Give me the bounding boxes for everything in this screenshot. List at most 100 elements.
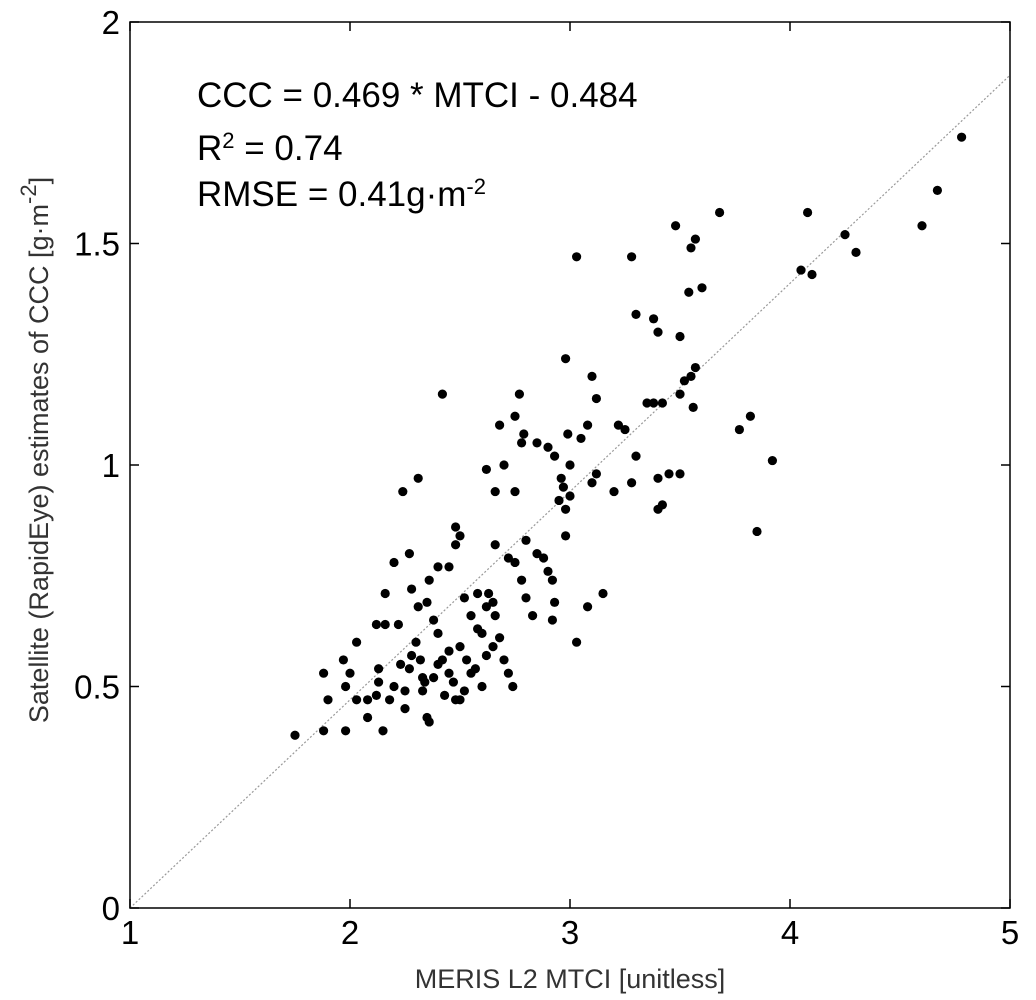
data-point — [851, 247, 861, 257]
data-point — [404, 549, 414, 559]
data-point — [429, 673, 439, 683]
data-point — [433, 628, 443, 638]
data-points — [290, 132, 967, 740]
data-point — [572, 252, 582, 262]
data-point — [418, 686, 428, 696]
data-point — [451, 540, 461, 550]
data-point — [440, 690, 450, 700]
data-point — [642, 398, 652, 408]
data-point — [495, 633, 505, 643]
data-point — [583, 602, 593, 612]
y-axis-label-end: ] — [24, 177, 54, 185]
data-point — [363, 695, 373, 705]
data-point — [547, 615, 558, 625]
data-point — [429, 615, 439, 625]
data-point — [664, 469, 674, 479]
data-point — [319, 726, 329, 736]
data-point — [675, 331, 685, 342]
data-point — [686, 243, 696, 253]
data-point — [396, 659, 406, 669]
data-point — [413, 602, 423, 612]
x-tick-label: 1 — [121, 914, 139, 951]
data-point — [745, 411, 756, 421]
data-point — [840, 230, 850, 240]
data-point — [437, 655, 447, 665]
data-point — [484, 588, 494, 599]
r-squared-annotation: R2 = 0.74 — [197, 128, 343, 169]
data-point — [561, 354, 571, 364]
data-point — [620, 424, 630, 435]
data-point — [752, 526, 762, 537]
data-point — [462, 655, 472, 665]
data-point — [407, 584, 417, 594]
data-point — [684, 287, 694, 297]
data-point — [393, 619, 403, 630]
y-tick-label: 2 — [102, 4, 120, 41]
data-point — [341, 726, 351, 736]
data-point — [591, 393, 602, 404]
data-point — [473, 588, 483, 599]
data-point — [550, 597, 560, 607]
data-point — [591, 469, 602, 479]
data-point — [455, 642, 465, 652]
data-point — [389, 557, 399, 568]
data-point — [521, 593, 531, 603]
x-axis-label: MERIS L2 MTCI [unitless] — [415, 964, 726, 994]
data-point — [433, 562, 443, 572]
data-point — [437, 389, 447, 399]
data-point — [556, 473, 566, 483]
data-point — [690, 234, 701, 244]
data-point — [374, 664, 384, 674]
data-point — [451, 522, 461, 532]
y-tick-label: 0 — [102, 890, 120, 927]
data-point — [510, 486, 520, 497]
data-point — [323, 695, 333, 705]
data-point — [803, 207, 813, 218]
data-point — [957, 132, 967, 142]
data-point — [338, 655, 348, 665]
data-point — [371, 690, 381, 700]
data-point — [598, 588, 608, 599]
data-point — [653, 504, 663, 514]
data-point — [565, 460, 575, 470]
data-point — [671, 221, 681, 231]
data-point — [653, 473, 663, 483]
data-point — [503, 553, 513, 563]
data-point — [413, 473, 423, 483]
axis-ticks — [129, 21, 1011, 909]
data-point — [807, 269, 817, 280]
rmse-prefix: RMSE = 0.41g·m — [197, 175, 466, 214]
data-point — [404, 664, 414, 674]
data-point — [627, 478, 637, 488]
data-point — [407, 650, 417, 661]
data-point — [734, 424, 745, 435]
data-point — [495, 420, 505, 430]
rmse-sup: -2 — [466, 174, 486, 199]
data-point — [448, 677, 458, 687]
data-point — [481, 464, 491, 475]
data-point — [424, 717, 434, 727]
data-point — [517, 438, 527, 448]
data-point — [517, 575, 527, 585]
data-point — [697, 283, 707, 293]
y-axis-label: Satellite (RapidEye) estimates of CCC [g… — [16, 177, 55, 723]
data-point — [488, 597, 498, 607]
data-point — [374, 677, 384, 687]
data-point — [554, 495, 564, 506]
data-point — [587, 371, 597, 381]
y-axis-label-main: Satellite (RapidEye) estimates of CCC [g… — [24, 204, 54, 723]
data-point — [932, 185, 943, 195]
data-point — [675, 389, 685, 399]
y-tick-label: 0.5 — [74, 669, 120, 706]
data-point — [488, 642, 498, 652]
data-point — [444, 646, 454, 656]
data-point — [490, 486, 500, 497]
data-point — [627, 252, 637, 262]
data-point — [539, 553, 549, 563]
data-point — [561, 504, 571, 514]
data-point — [411, 637, 421, 647]
data-point — [341, 681, 351, 692]
data-point — [345, 668, 355, 678]
data-point — [653, 327, 663, 337]
data-point — [470, 664, 480, 674]
